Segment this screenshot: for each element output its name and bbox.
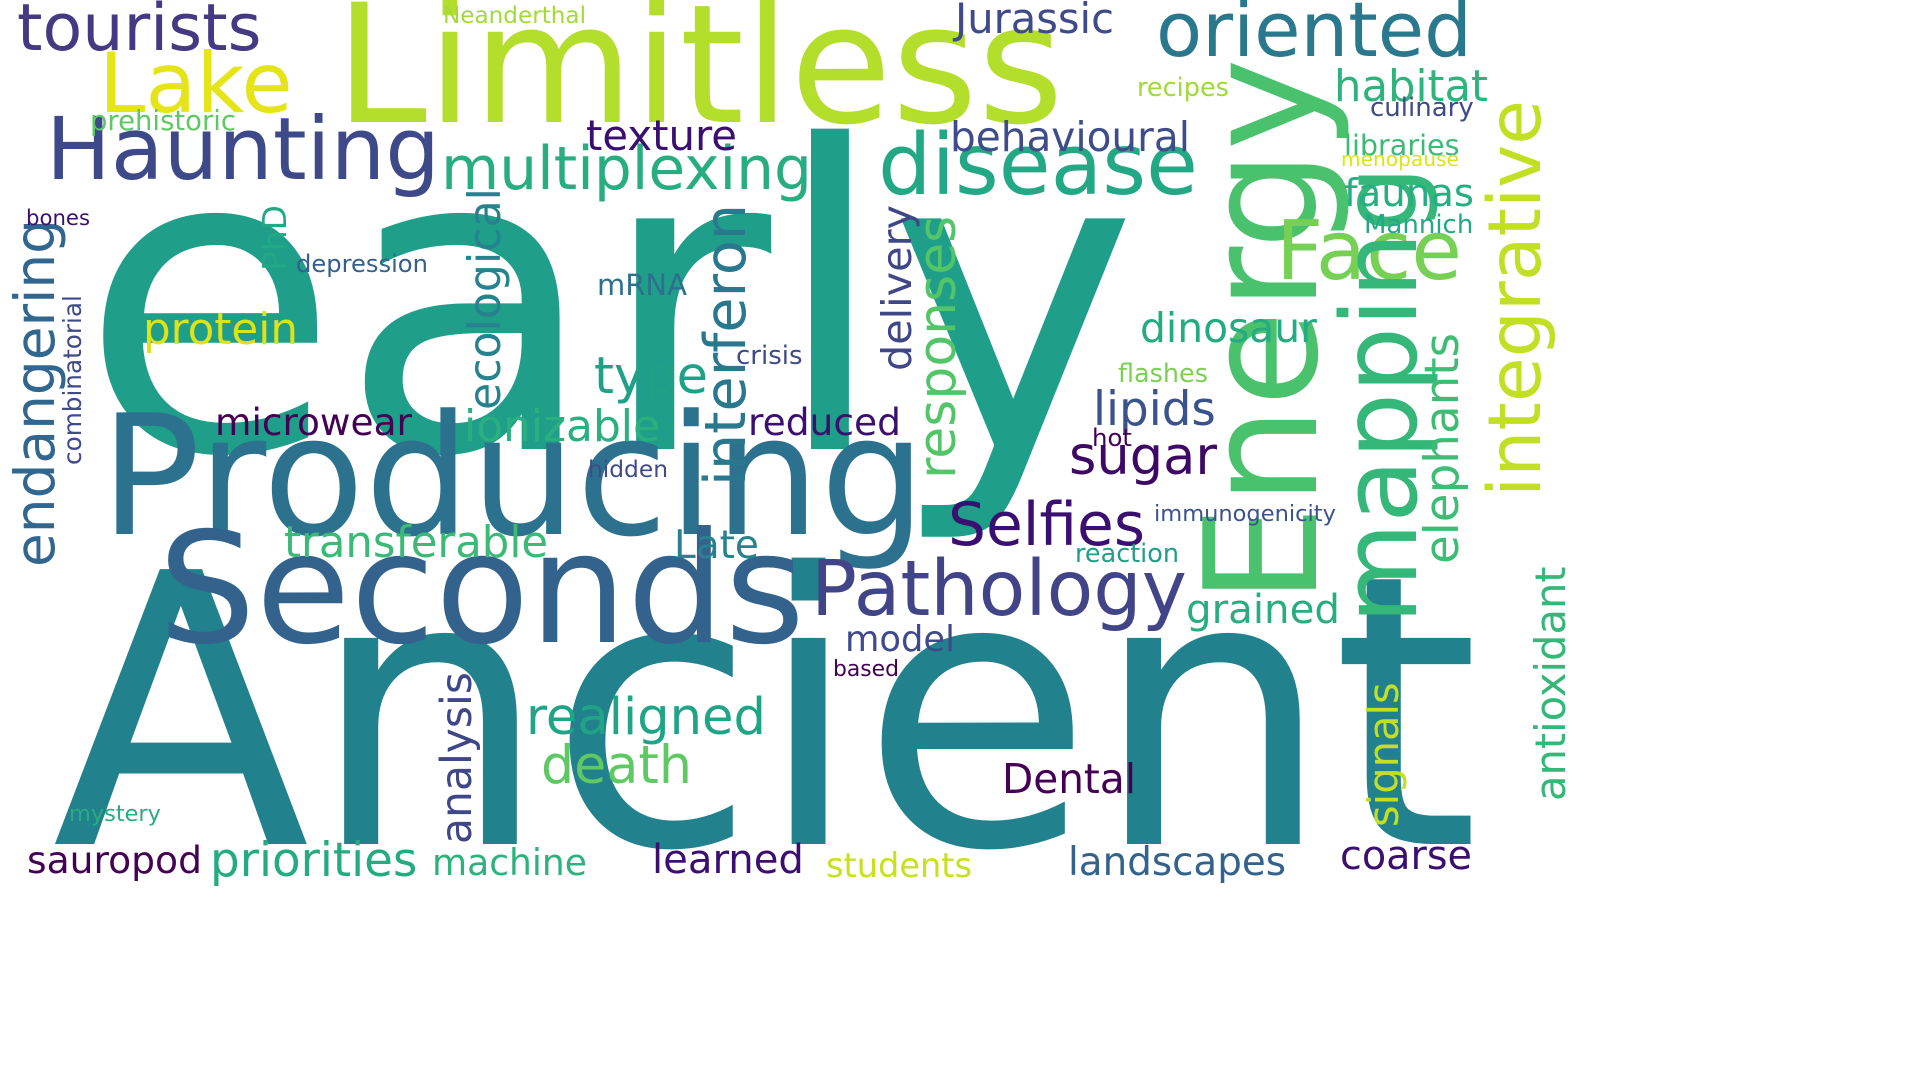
word-early: early bbox=[80, 59, 1138, 549]
word-analysis: analysis bbox=[433, 672, 482, 844]
word-mystery: mystery bbox=[69, 801, 161, 827]
word-signals: signals bbox=[1359, 682, 1408, 827]
word-late: Late bbox=[674, 523, 759, 568]
word-protein: protein bbox=[143, 305, 298, 355]
word-bones: bones bbox=[26, 206, 91, 231]
word-face: Face bbox=[1276, 204, 1462, 299]
word-reaction: reaction bbox=[1075, 539, 1179, 569]
word-menopause: menopause bbox=[1341, 147, 1459, 171]
word-oriented: oriented bbox=[1156, 0, 1473, 74]
word-faunas: faunas bbox=[1344, 171, 1474, 216]
word-disease: disease bbox=[878, 116, 1198, 214]
word-mrna: mRNA bbox=[597, 268, 687, 302]
word-death: death bbox=[541, 735, 692, 796]
word-haunting: Haunting bbox=[46, 100, 440, 200]
word-dental: Dental bbox=[1002, 755, 1136, 803]
word-sugar: sugar bbox=[1069, 426, 1217, 487]
word-pathology: Pathology bbox=[811, 545, 1187, 634]
word-hidden: hidden bbox=[588, 456, 668, 483]
word-texture: texture bbox=[586, 111, 737, 160]
word-machine: machine bbox=[432, 842, 587, 884]
word-multiplexing: multiplexing bbox=[441, 134, 812, 204]
word-coarse: coarse bbox=[1340, 833, 1472, 879]
word-ionizable: ionizable bbox=[464, 401, 660, 452]
word-neanderthal: Neanderthal bbox=[443, 3, 586, 29]
word-ecological: ecological bbox=[460, 188, 511, 410]
word-sauropod: sauropod bbox=[27, 838, 202, 882]
word-learned: learned bbox=[652, 837, 804, 883]
word-selfies: Selfies bbox=[948, 490, 1145, 560]
word-limitless: Limitless bbox=[335, 0, 1064, 161]
word-combinatorial: combinatorial bbox=[58, 295, 87, 465]
word-grained: grained bbox=[1186, 586, 1340, 633]
word-dinosaur: dinosaur bbox=[1140, 304, 1317, 352]
word-tourists: tourists bbox=[17, 0, 262, 66]
word-crisis: crisis bbox=[736, 341, 803, 371]
word-producing: Producing bbox=[100, 380, 926, 574]
word-seconds: Seconds bbox=[158, 500, 805, 679]
word-model: model bbox=[845, 619, 955, 660]
word-lipids: lipids bbox=[1093, 383, 1216, 437]
word-priorities: priorities bbox=[210, 834, 418, 888]
word-hot: hot bbox=[1092, 423, 1132, 452]
word-students: students bbox=[826, 846, 972, 885]
word-ancient: Ancient bbox=[52, 494, 1480, 933]
word-prehistoric: prehistoric bbox=[90, 106, 236, 137]
word-transferable: transferable bbox=[284, 518, 549, 568]
word-flashes: flashes bbox=[1118, 359, 1208, 389]
word-microwear: microwear bbox=[215, 400, 412, 444]
word-jurassic: Jurassic bbox=[955, 0, 1114, 43]
word-behavioural: behavioural bbox=[950, 113, 1190, 161]
word-elephants: elephants bbox=[1416, 332, 1470, 564]
word-libraries: libraries bbox=[1344, 128, 1460, 162]
word-phd: PhD bbox=[255, 205, 294, 271]
word-recipes: recipes bbox=[1137, 73, 1229, 103]
word-culinary: culinary bbox=[1370, 93, 1474, 123]
word-immunogenicity: immunogenicity bbox=[1154, 501, 1336, 527]
word-endangering: endangering bbox=[3, 219, 67, 567]
word-mannich: Mannich bbox=[1364, 210, 1474, 240]
word-type: type bbox=[594, 347, 708, 406]
word-habitat: habitat bbox=[1334, 62, 1488, 112]
word-integrative: integrative bbox=[1473, 99, 1558, 497]
word-lake: Lake bbox=[99, 35, 293, 132]
word-reduced: reduced bbox=[748, 400, 901, 444]
word-based: based bbox=[833, 657, 899, 682]
word-antioxidant: antioxidant bbox=[1526, 566, 1575, 801]
word-delivery: delivery bbox=[873, 205, 921, 371]
word-depression: depression bbox=[296, 250, 428, 278]
word-realigned: realigned bbox=[526, 688, 766, 747]
word-landscapes: landscapes bbox=[1068, 840, 1286, 885]
